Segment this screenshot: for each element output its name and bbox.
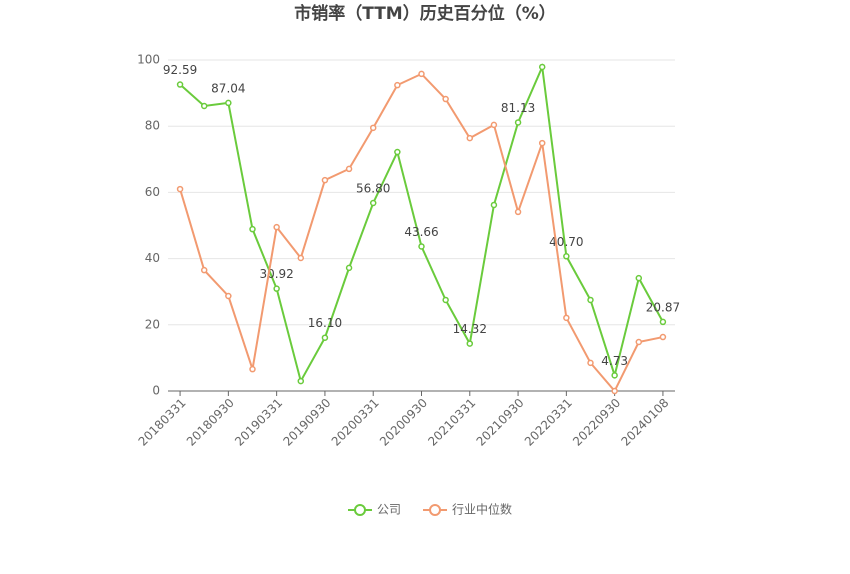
point xyxy=(442,296,449,304)
data-label: 14.32 xyxy=(453,322,487,336)
point xyxy=(418,243,425,250)
legend-item: 公司 xyxy=(348,503,401,517)
point xyxy=(490,121,498,129)
point xyxy=(225,292,232,300)
point xyxy=(659,318,667,326)
point xyxy=(514,119,522,126)
x-tick-label: 20180930 xyxy=(184,396,237,449)
point xyxy=(176,81,184,88)
data-label: 43.66 xyxy=(404,225,438,239)
y-tick-label: 20 xyxy=(145,317,160,331)
x-tick-label: 20190930 xyxy=(280,396,333,449)
point xyxy=(321,176,329,184)
data-label: 30.92 xyxy=(259,267,293,281)
x-tick-label: 20190331 xyxy=(232,396,285,449)
point xyxy=(249,365,256,373)
y-tick-label: 60 xyxy=(145,185,160,199)
x-tick-label: 20220331 xyxy=(522,396,575,449)
y-tick-label: 80 xyxy=(145,119,160,133)
x-tick-label: 20180331 xyxy=(136,396,189,449)
data-label: 56.80 xyxy=(356,181,390,195)
point xyxy=(394,148,401,156)
point xyxy=(635,274,643,282)
point xyxy=(369,199,377,207)
point xyxy=(249,225,256,233)
point xyxy=(273,285,280,292)
y-tick-label: 100 xyxy=(137,53,160,67)
y-tick-label: 40 xyxy=(145,251,160,265)
point xyxy=(176,185,184,193)
point xyxy=(538,139,546,147)
y-tick-label: 0 xyxy=(152,384,160,398)
point xyxy=(321,334,329,341)
data-label: 4.73 xyxy=(601,354,628,368)
point xyxy=(369,124,377,132)
chart-title: 市销率（TTM）历史百分位（%） xyxy=(294,3,556,24)
point xyxy=(659,333,667,341)
point xyxy=(563,253,570,260)
point xyxy=(297,254,305,262)
point xyxy=(225,99,232,107)
point xyxy=(466,134,474,142)
point xyxy=(345,165,353,173)
point xyxy=(200,266,208,274)
data-label: 81.13 xyxy=(501,101,535,115)
point xyxy=(587,296,594,304)
point xyxy=(587,359,594,367)
point xyxy=(442,95,449,103)
legend-marker xyxy=(429,504,442,516)
point xyxy=(200,102,208,110)
point xyxy=(273,223,280,231)
x-tick-label: 20200930 xyxy=(377,396,430,449)
data-label: 87.04 xyxy=(211,81,245,95)
point xyxy=(394,81,401,89)
x-tick-label: 20210930 xyxy=(474,396,527,449)
point xyxy=(297,377,305,385)
x-tick-label: 20210331 xyxy=(425,396,478,449)
point xyxy=(418,70,425,78)
point xyxy=(635,338,643,346)
data-label: 92.59 xyxy=(163,63,197,77)
point xyxy=(611,387,618,395)
point xyxy=(345,264,353,272)
legend-label: 行业中位数 xyxy=(452,502,512,517)
data-label: 40.70 xyxy=(549,235,583,249)
x-tick-label: 20220930 xyxy=(570,396,623,449)
data-label: 16.10 xyxy=(308,316,342,330)
data-label: 20.87 xyxy=(646,300,680,314)
point xyxy=(514,208,522,216)
point xyxy=(538,63,546,71)
point xyxy=(466,340,474,347)
point xyxy=(490,201,498,209)
legend-marker xyxy=(354,504,366,516)
legend-label: 公司 xyxy=(377,503,401,517)
point xyxy=(611,372,618,379)
point xyxy=(563,314,570,322)
legend-item: 行业中位数 xyxy=(423,502,512,517)
x-tick-label: 20200331 xyxy=(329,396,382,449)
x-tick-label: 20240108 xyxy=(618,396,671,449)
